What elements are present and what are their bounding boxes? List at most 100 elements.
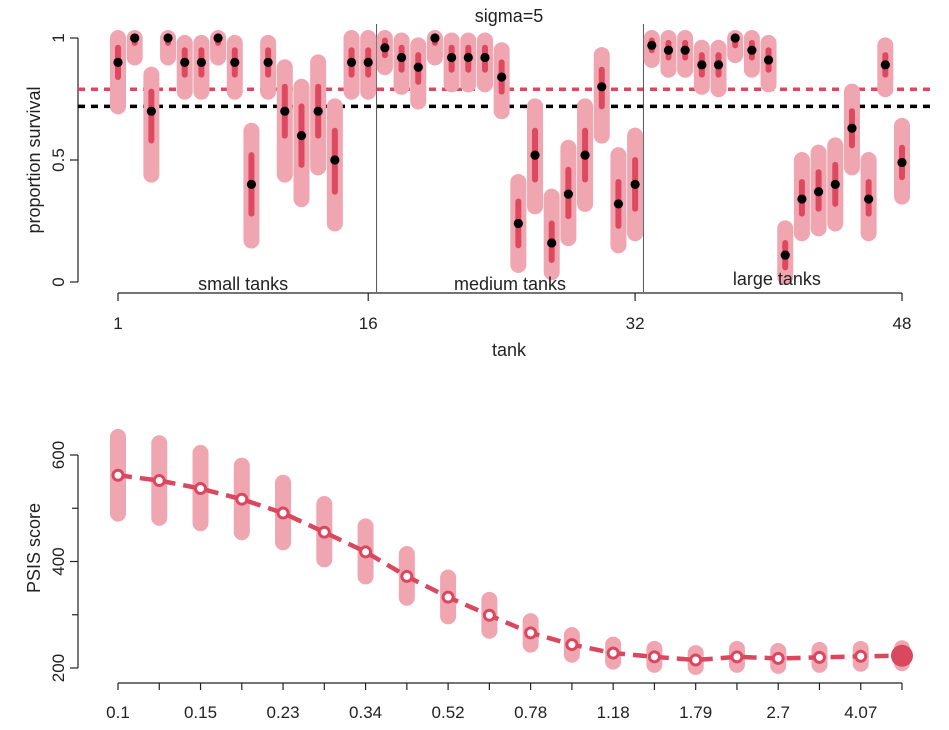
data-point [497, 72, 507, 82]
x-tick-label: 0.52 [432, 703, 465, 722]
data-point [146, 106, 156, 116]
psis-point [854, 649, 868, 663]
data-point [813, 187, 824, 197]
data-point [447, 52, 457, 63]
data-point [530, 150, 540, 160]
psis-point [276, 506, 290, 520]
psis-point [565, 638, 579, 652]
psis-point [606, 646, 620, 660]
y-tick-label: 1 [49, 33, 68, 42]
psis-axes: 200 400 600 0.1 0.15 0.23 0.34 0.52 0.78 1.18 1.79… [49, 441, 903, 722]
data-point [797, 194, 807, 204]
psis-point [400, 569, 414, 583]
psis-point [111, 468, 125, 482]
survival-points [113, 33, 907, 260]
psis-point [524, 626, 538, 640]
x-tick-label: 0.1 [106, 703, 130, 722]
data-point [313, 106, 323, 116]
data-point [563, 189, 573, 199]
x-tick-label: 16 [359, 314, 378, 333]
data-point [330, 155, 340, 165]
y-tick-label: 600 [49, 441, 68, 469]
psis-point [317, 525, 331, 539]
data-point [480, 52, 490, 63]
survival-axes: 0 0.5 1 1 16 32 48 [49, 33, 911, 333]
data-point [897, 157, 907, 168]
x-tick-label: 0.23 [267, 703, 300, 722]
data-point [647, 40, 657, 50]
data-point [130, 33, 140, 43]
data-point [280, 106, 290, 116]
data-point [680, 45, 690, 55]
y-tick-label: 0.5 [49, 148, 68, 172]
x-tick-label: 1.18 [597, 703, 630, 722]
x-tick-label: 2.7 [766, 703, 790, 722]
data-point [847, 123, 857, 133]
data-point [380, 43, 390, 53]
data-point [613, 199, 624, 209]
survival-chart: 0 0.5 1 1 16 32 48 small tanks medium tanks larg… [24, 6, 934, 360]
data-point [730, 33, 740, 43]
psis-point [647, 650, 661, 664]
data-point [263, 57, 273, 67]
chart-title: sigma=5 [475, 6, 544, 26]
data-point [230, 57, 240, 67]
survival-intervals [110, 30, 910, 286]
data-point [113, 57, 123, 67]
y-tick-label: 0 [49, 277, 68, 286]
psis-point [235, 492, 249, 506]
data-point [396, 52, 407, 63]
data-point [213, 33, 223, 43]
psis-point [359, 545, 373, 559]
psis-point [771, 651, 785, 665]
y-tick-label: 400 [49, 547, 68, 575]
psis-line [117, 473, 903, 663]
x-tick-label: 0.34 [349, 703, 382, 722]
data-point [296, 131, 307, 141]
psis-point [689, 653, 703, 667]
data-point [513, 218, 523, 229]
x-tick-label: 0.15 [184, 703, 217, 722]
psis-point [812, 650, 826, 664]
data-point [196, 57, 207, 67]
psis-point [482, 608, 496, 622]
data-point [463, 52, 473, 63]
data-point [180, 57, 190, 67]
y-axis-label: proportion survival [24, 86, 44, 233]
psis-intervals [110, 428, 910, 675]
psis-point [194, 482, 208, 496]
psis-highlight-point [891, 644, 913, 667]
x-tick-label: 4.07 [844, 703, 877, 722]
group-label: medium tanks [454, 274, 566, 294]
group-dividers [376, 24, 644, 292]
data-point [747, 45, 757, 55]
psis-chart: 200 400 600 0.1 0.15 0.23 0.34 0.52 0.78 1.18 1.79… [24, 428, 913, 722]
data-point [580, 150, 590, 160]
data-point [697, 60, 707, 70]
psis-point [152, 474, 166, 488]
x-tick-label: 1.79 [679, 703, 712, 722]
psis-line-layer [117, 473, 903, 663]
data-point [547, 238, 557, 248]
data-point [663, 45, 674, 55]
group-labels: small tanks medium tanks large tanks [198, 269, 821, 294]
x-tick-label: 48 [893, 314, 912, 333]
data-point [830, 179, 840, 189]
data-point [363, 57, 373, 67]
data-point [246, 179, 257, 189]
data-point [597, 82, 607, 92]
y-tick-label: 200 [49, 654, 68, 682]
psis-point [730, 650, 744, 664]
x-tick-label: 0.78 [514, 703, 547, 722]
data-point [880, 60, 890, 70]
data-point [780, 250, 790, 260]
psis-point [441, 590, 455, 604]
y-axis-label: PSIS score [24, 503, 44, 593]
psis-points [111, 468, 913, 667]
x-tick-label: 32 [626, 314, 645, 333]
data-point [413, 62, 423, 72]
data-point [346, 57, 357, 67]
x-axis-label: tank [492, 340, 527, 360]
data-point [430, 33, 440, 43]
